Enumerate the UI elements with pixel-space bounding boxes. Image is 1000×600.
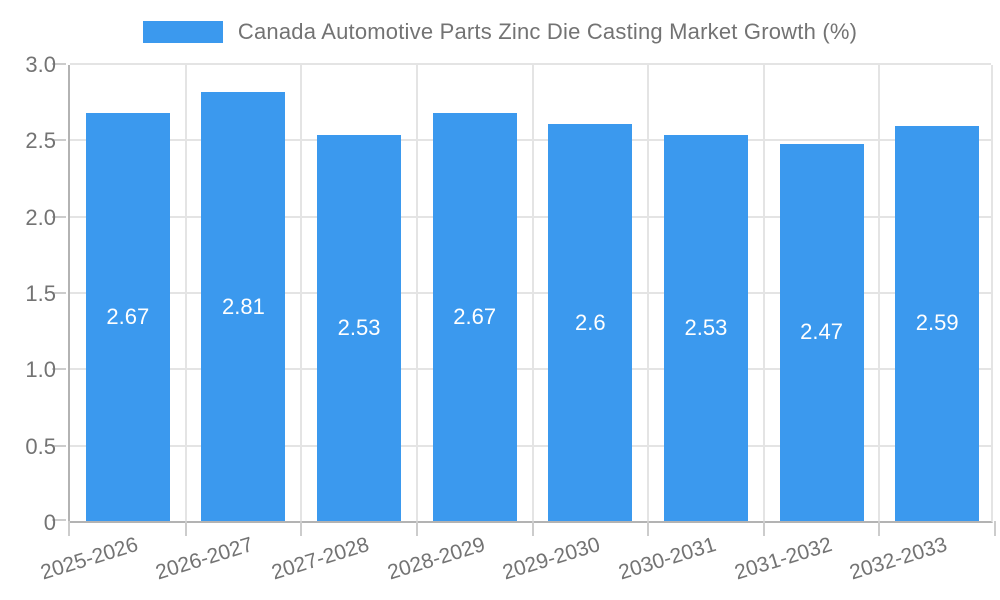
y-axis-tick-label: 0.5: [25, 433, 56, 459]
x-axis-tick-label: 2025-2026: [37, 533, 141, 585]
plot-area: 2.67 2.81 2.53 2.67 2.6 2.53 2.47 2.59: [52, 63, 996, 536]
gridline-vertical: [762, 65, 765, 521]
x-axis-tick: [300, 521, 303, 536]
x-axis-tick-label: 2026-2027: [153, 533, 257, 585]
gridline-horizontal: [70, 215, 991, 218]
legend-swatch[interactable]: [142, 21, 223, 43]
bar[interactable]: 2.53: [663, 134, 748, 521]
y-axis-tick: [52, 519, 66, 521]
bar[interactable]: 2.6: [548, 124, 633, 521]
bar-value-label: 2.81: [222, 293, 265, 319]
bar-value-label: 2.6: [575, 309, 606, 335]
x-axis-tick-label: 2032-2033: [847, 533, 950, 585]
gridline-vertical: [647, 65, 650, 521]
y-axis-tick-label: 1.5: [25, 281, 56, 306]
x-axis-tick: [647, 521, 650, 536]
bar[interactable]: 2.59: [895, 125, 980, 521]
x-axis-tick-label: 2031-2032: [731, 533, 835, 585]
bar-value-label: 2.67: [106, 304, 150, 330]
legend: Canada Automotive Parts Zinc Die Casting…: [0, 19, 1000, 45]
chart-title: Canada Automotive Parts Zinc Die Casting…: [237, 19, 858, 44]
x-axis-tick: [994, 521, 996, 536]
gridline-vertical: [184, 65, 187, 521]
bar-value-label: 2.59: [915, 310, 959, 336]
x-axis-tick: [68, 521, 70, 536]
x-axis-tick-label: 2028-2029: [384, 533, 488, 585]
gridline-horizontal: [70, 63, 991, 65]
y-axis-tick: [52, 63, 66, 65]
y-axis-tick: [52, 444, 66, 447]
y-axis-tick-label: 1.0: [25, 357, 56, 383]
bar-value-label: 2.53: [684, 314, 728, 340]
bar-value-label: 2.67: [453, 304, 497, 330]
y-axis-tick-label: 3.0: [25, 52, 56, 77]
bar-value-label: 2.47: [800, 319, 843, 345]
bar[interactable]: 2.67: [85, 113, 170, 521]
bar-value-label: 2.53: [337, 314, 381, 340]
x-axis-tick: [415, 521, 418, 536]
y-axis-tick: [52, 215, 66, 218]
gridline-horizontal: [70, 292, 991, 294]
bar[interactable]: 2.81: [201, 92, 286, 521]
y-axis-tick: [52, 292, 66, 294]
y-axis-tick-label: 2.0: [25, 204, 56, 230]
x-axis-tick: [878, 521, 881, 536]
bar[interactable]: 2.67: [432, 113, 517, 521]
x-axis-tick: [184, 521, 187, 536]
y-axis-tick-label: 0: [43, 510, 56, 535]
x-axis-tick: [531, 521, 534, 536]
y-axis-tick: [52, 139, 66, 142]
bar[interactable]: 2.47: [779, 143, 864, 521]
y-axis-tick-label: 2.5: [25, 128, 56, 154]
gridline-vertical: [878, 65, 881, 521]
x-axis-tick-label: 2029-2030: [500, 533, 604, 585]
gridline-horizontal: [70, 139, 991, 142]
x-axis-tick-label: 2027-2028: [269, 533, 372, 585]
y-axis-tick: [52, 368, 66, 371]
gridline-horizontal: [70, 444, 991, 447]
gridline-horizontal: [70, 368, 991, 371]
gridline-vertical: [531, 65, 534, 521]
bar[interactable]: 2.53: [317, 134, 402, 521]
x-axis-tick-label: 2030-2031: [615, 533, 719, 585]
x-axis-tick: [762, 521, 765, 536]
gridline-vertical: [415, 65, 418, 521]
gridline-vertical: [300, 65, 303, 521]
